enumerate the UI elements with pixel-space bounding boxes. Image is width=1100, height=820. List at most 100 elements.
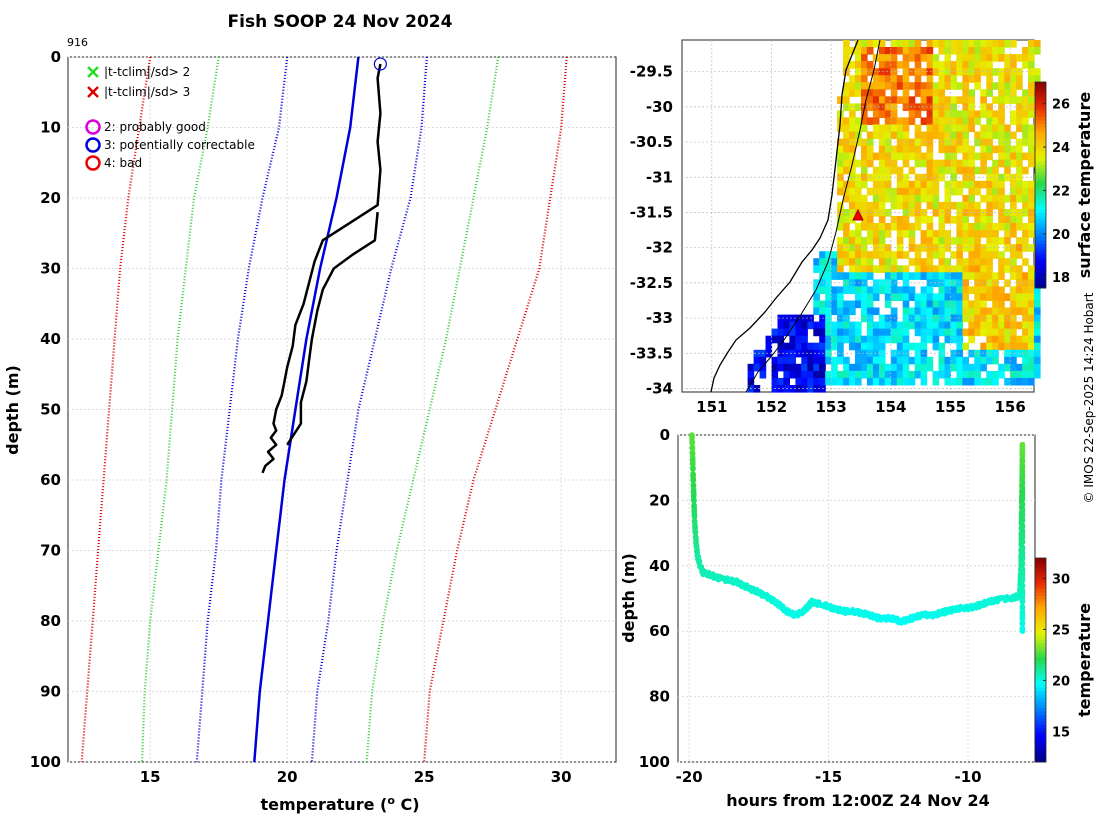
sst-cell	[962, 180, 969, 189]
sst-cell	[986, 194, 993, 203]
sst-cell	[801, 356, 808, 365]
sst-cell	[902, 342, 910, 351]
sst-colorbar-segment	[1035, 130, 1046, 134]
sst-cell	[968, 180, 975, 189]
sst-cell	[1034, 349, 1041, 358]
sst-cell	[938, 342, 946, 351]
temp-colorbar-segment	[1035, 615, 1046, 620]
sst-cell	[1004, 194, 1011, 203]
sst-cell	[1022, 328, 1029, 337]
sst-cell	[866, 300, 874, 309]
sst-colorbar-tick-label: 24	[1052, 141, 1070, 156]
sst-cell	[890, 159, 898, 168]
sst-cell	[896, 223, 904, 231]
sst-cell	[1028, 356, 1035, 365]
sst-cell	[849, 286, 856, 294]
sst-cell	[843, 145, 850, 154]
sst-cell	[986, 349, 993, 358]
sst-cell	[956, 124, 963, 133]
sst-cell	[962, 209, 969, 217]
sst-cell	[956, 117, 963, 125]
sst-cell	[956, 265, 963, 273]
ts-point	[1019, 620, 1026, 627]
sst-cell	[861, 314, 868, 323]
temp-colorbar-segment	[1035, 660, 1046, 664]
sst-cell	[974, 370, 981, 379]
sst-cell	[986, 342, 993, 351]
sst-cell	[849, 180, 856, 189]
sst-cell	[932, 96, 940, 104]
sst-cell	[878, 124, 886, 133]
sst-cell	[825, 335, 832, 344]
sst-cell	[968, 223, 975, 231]
sst-cell	[986, 321, 993, 330]
sst-cell	[1010, 244, 1017, 252]
ts-point	[1019, 458, 1026, 464]
sst-cell	[837, 180, 844, 189]
sst-cell	[855, 54, 862, 62]
sst-cell	[932, 342, 940, 351]
sst-cell	[878, 131, 886, 140]
sst-cell	[932, 187, 940, 196]
sst-cell	[849, 272, 856, 280]
sst-cell	[825, 328, 832, 337]
sst-colorbar-segment	[1035, 136, 1046, 141]
ts-point	[692, 523, 698, 530]
sst-cell	[1010, 370, 1017, 379]
temp-colorbar-segment	[1035, 636, 1046, 641]
sst-cell	[872, 110, 880, 118]
sst-cell	[986, 131, 993, 140]
sst-cell	[861, 40, 868, 48]
sst-cell	[950, 68, 958, 76]
sst-cell	[878, 251, 886, 259]
sst-cell	[998, 272, 1005, 280]
sst-cell	[896, 82, 904, 90]
sst-cell	[914, 82, 922, 90]
sst-cell	[866, 216, 874, 224]
sst-cell	[986, 335, 993, 344]
sst-cell	[1028, 194, 1035, 203]
sst-cell	[837, 237, 844, 245]
sst-cell	[819, 258, 826, 266]
sst-cell	[926, 145, 934, 154]
sst-cell	[855, 251, 862, 259]
sst-cell	[968, 237, 975, 245]
sst-cell	[825, 265, 832, 273]
sst-cell	[861, 152, 868, 161]
sst-cell	[771, 363, 779, 372]
sst-cell	[896, 265, 904, 273]
sst-cell	[932, 230, 940, 238]
ts-point	[689, 445, 696, 452]
sst-cell	[926, 216, 934, 224]
sst-cell	[932, 328, 940, 337]
sst-cell	[962, 82, 969, 90]
sst-cell	[926, 61, 934, 69]
sst-cell	[968, 335, 975, 344]
sst-cell	[1028, 223, 1035, 231]
sst-cell	[938, 293, 946, 301]
sst-cell	[855, 61, 862, 69]
sst-cell	[801, 370, 808, 379]
sst-cell	[944, 145, 952, 154]
sst-cell	[914, 258, 922, 266]
temp-colorbar-segment	[1035, 568, 1046, 573]
sst-cell	[998, 82, 1005, 90]
sst-cell	[1010, 216, 1017, 224]
sst-cell	[855, 265, 862, 273]
map-ytick-label: -30.5	[630, 133, 673, 151]
sst-cell	[1022, 244, 1029, 252]
sst-cell	[932, 201, 940, 210]
sst-cell	[914, 251, 922, 259]
sst-cell	[783, 370, 790, 379]
sst-cell	[765, 335, 773, 344]
sst-cell	[920, 117, 928, 125]
sst-cell	[944, 377, 952, 386]
sst-cell	[884, 286, 892, 294]
sst-cell	[956, 180, 963, 189]
sst-cell	[908, 47, 916, 55]
sst-cell	[1010, 335, 1017, 344]
sst-cell	[837, 138, 844, 147]
sst-cell	[1028, 89, 1035, 97]
sst-cell	[777, 377, 785, 386]
sst-colorbar-frame	[1034, 81, 1047, 289]
